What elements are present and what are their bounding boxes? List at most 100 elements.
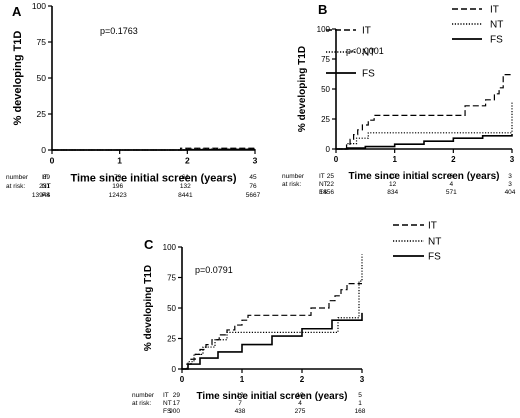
risk-table-cell: 89: [43, 174, 51, 181]
x-axis-title: Time since initial screen (years): [348, 171, 499, 182]
risk-table-row-label: NT: [319, 181, 328, 188]
risk-table-cell: 25: [327, 173, 335, 180]
risk-table-header: number: [282, 173, 305, 180]
legend-label-fs: FS: [428, 252, 441, 263]
series-line-fs: [182, 312, 363, 370]
risk-table-cell: 571: [446, 189, 457, 196]
x-axis-title: Time since initial screen (years): [70, 173, 236, 185]
risk-table-row-label: IT: [42, 174, 48, 181]
risk-table-header: number: [6, 174, 29, 181]
legend-label-nt: NT: [362, 48, 375, 59]
risk-table-cell: 13944: [32, 192, 50, 199]
y-tick-label: 100: [317, 25, 331, 34]
risk-table-cell: 29: [173, 392, 181, 399]
x-tick-label: 1: [117, 156, 122, 166]
x-tick-label: 3: [510, 155, 515, 164]
risk-table-cell: 132: [180, 183, 191, 190]
x-tick-label: 2: [451, 155, 456, 164]
risk-table-row-label: IT: [163, 392, 169, 399]
legend-label-fs: FS: [490, 35, 503, 46]
y-tick-label: 75: [37, 37, 47, 47]
risk-table-cell: 231: [39, 183, 50, 190]
legend-label-fs: FS: [362, 69, 375, 80]
series-line-it: [182, 283, 362, 370]
x-tick-label: 2: [185, 156, 190, 166]
x-tick-label: 0: [50, 156, 55, 166]
risk-table-cell: 1: [358, 400, 362, 407]
risk-table-header: at risk:: [132, 400, 151, 407]
risk-table-cell: 61: [182, 174, 190, 181]
risk-table-cell: 196: [112, 183, 123, 190]
risk-table-cell: 900: [169, 408, 180, 415]
risk-table-row-label: NT: [42, 183, 51, 190]
risk-table-header: number: [132, 392, 155, 399]
panel-letter: C: [144, 237, 154, 252]
risk-table-cell: 438: [235, 408, 246, 415]
y-tick-label: 75: [321, 55, 330, 64]
legend-label-nt: NT: [490, 20, 503, 31]
x-tick-label: 0: [180, 375, 185, 384]
risk-table-cell: 12: [236, 392, 244, 399]
risk-table-row-label: FS: [42, 192, 51, 199]
risk-table-cell: 834: [387, 189, 398, 196]
risk-table-header: at risk:: [282, 181, 301, 188]
risk-table-cell: 3: [508, 181, 512, 188]
y-tick-label: 25: [167, 334, 176, 343]
risk-table-cell: 17: [173, 400, 181, 407]
legend-label-it: IT: [490, 5, 499, 16]
x-tick-label: 2: [300, 375, 305, 384]
x-tick-label: 0: [334, 155, 339, 164]
series-line-fs: [52, 148, 256, 151]
y-axis-title: % developing T1D: [12, 31, 24, 126]
risk-table-cell: 3: [508, 173, 512, 180]
x-tick-label: 1: [392, 155, 397, 164]
risk-table-cell: 168: [355, 408, 366, 415]
y-tick-label: 50: [37, 73, 47, 83]
y-tick-label: 100: [163, 243, 177, 252]
risk-table-header: at risk:: [6, 183, 25, 190]
p-value-annotation: p=0.1763: [100, 26, 138, 36]
legend-label-it: IT: [362, 26, 371, 37]
y-axis-title: % developing T1D: [297, 46, 308, 132]
y-tick-label: 0: [41, 145, 46, 155]
y-tick-label: 25: [37, 109, 47, 119]
y-tick-label: 100: [32, 1, 46, 11]
x-axis-title: Time since initial screen (years): [196, 391, 347, 402]
risk-table-cell: 4: [298, 400, 302, 407]
risk-table-cell: 5667: [246, 192, 261, 199]
panel-a: A 0 25 50 75 100 0 1 2 3 % developing T1D Time sinc…: [6, 1, 375, 199]
risk-table-cell: 5: [358, 392, 362, 399]
risk-table-cell: 12: [389, 181, 397, 188]
panel-letter: B: [318, 2, 327, 17]
x-tick-label: 1: [240, 375, 245, 384]
series-line-fs: [336, 134, 513, 150]
risk-table-cell: 76: [249, 183, 257, 190]
risk-table-cell: 6: [450, 173, 454, 180]
y-tick-label: 25: [321, 115, 330, 124]
risk-table-cell: 12423: [109, 192, 127, 199]
risk-table-cell: 275: [295, 408, 306, 415]
risk-table-cell: 8441: [178, 192, 193, 199]
risk-table-row-label: NT: [163, 400, 172, 407]
risk-table-cell: 79: [114, 174, 122, 181]
y-tick-label: 0: [326, 145, 331, 154]
risk-table-cell: 1456: [320, 189, 335, 196]
legend-label-it: IT: [428, 221, 437, 232]
risk-table-cell: 7: [238, 400, 242, 407]
risk-table-cell: 10: [389, 173, 397, 180]
legend-label-nt: NT: [428, 237, 441, 248]
series-line-nt: [336, 101, 513, 150]
p-value-annotation: p<0.0001: [346, 46, 384, 56]
risk-table-cell: 22: [327, 181, 335, 188]
y-axis-title: % developing T1D: [143, 265, 154, 351]
risk-table-cell: 4: [450, 181, 454, 188]
risk-table-row-label: IT: [319, 173, 325, 180]
risk-table-cell: 404: [505, 189, 516, 196]
x-tick-label: 3: [360, 375, 365, 384]
y-tick-label: 50: [167, 304, 176, 313]
risk-table-row-label: FS: [163, 408, 172, 415]
y-tick-label: 0: [172, 365, 177, 374]
